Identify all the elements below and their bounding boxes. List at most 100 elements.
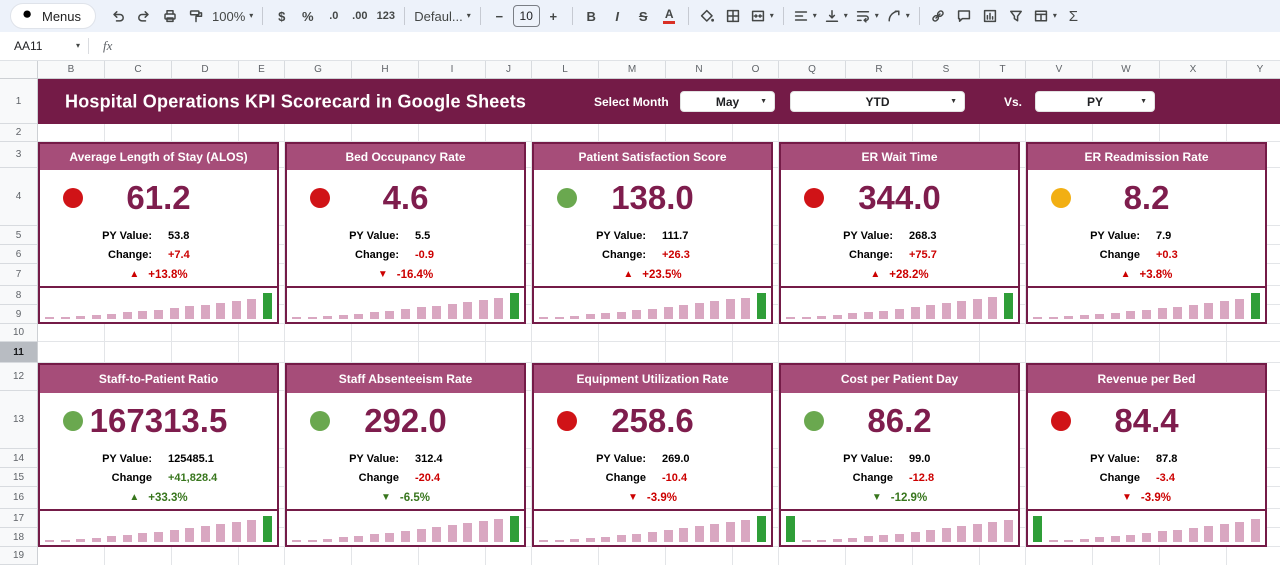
row-header-13[interactable]: 13 <box>0 391 37 449</box>
italic-button[interactable]: I <box>605 4 630 28</box>
text-rotation-button[interactable]: ▾ <box>883 4 913 28</box>
merge-cells-button[interactable]: ▾ <box>747 4 777 28</box>
period-dropdown[interactable]: YTD ▼ <box>790 91 965 112</box>
py-value-line: PY Value: 5.5 <box>287 226 524 245</box>
decrease-decimal-button[interactable]: .0 <box>321 4 346 28</box>
print-button[interactable] <box>157 4 182 28</box>
column-header-B[interactable]: B <box>38 61 105 78</box>
spark-bar <box>756 516 766 542</box>
increase-decimal-button[interactable]: .00 <box>347 4 372 28</box>
row-header-7[interactable]: 7 <box>0 264 37 286</box>
row-header-18[interactable]: 18 <box>0 528 37 547</box>
more-formats-button[interactable]: 123 <box>373 4 398 28</box>
font-select[interactable]: Defaul... ▾ <box>411 4 473 28</box>
menus-search-button[interactable]: Menus <box>10 3 97 29</box>
column-header-S[interactable]: S <box>913 61 980 78</box>
row-header-16[interactable]: 16 <box>0 487 37 509</box>
insert-chart-button[interactable] <box>978 4 1003 28</box>
row-header-17[interactable]: 17 <box>0 509 37 528</box>
redo-button[interactable] <box>131 4 156 28</box>
column-header-N[interactable]: N <box>666 61 733 78</box>
row-header-2[interactable]: 2 <box>0 124 37 142</box>
spark-bar <box>76 316 86 319</box>
horizontal-align-button[interactable]: ▾ <box>790 4 820 28</box>
compare-dropdown[interactable]: PY ▼ <box>1035 91 1155 112</box>
spark-bar <box>338 537 348 542</box>
increase-font-size-button[interactable]: + <box>541 4 566 28</box>
spark-bar <box>307 540 317 542</box>
gridline <box>284 79 285 565</box>
column-header-C[interactable]: C <box>105 61 172 78</box>
chevron-down-icon: ▼ <box>760 98 767 105</box>
column-header-G[interactable]: G <box>285 61 352 78</box>
column-header-H[interactable]: H <box>352 61 419 78</box>
spark-bar <box>216 524 226 542</box>
zoom-select[interactable]: 100% ▾ <box>209 4 256 28</box>
bold-button[interactable]: B <box>579 4 604 28</box>
row-header-3[interactable]: 3 <box>0 142 37 168</box>
format-currency-button[interactable]: $ <box>269 4 294 28</box>
row-header-15[interactable]: 15 <box>0 468 37 487</box>
column-header-O[interactable]: O <box>733 61 779 78</box>
row-header-8[interactable]: 8 <box>0 286 37 305</box>
formula-input[interactable] <box>124 32 1280 60</box>
trend-line: ▲ +28.2% <box>781 264 1018 286</box>
spark-bar <box>1173 530 1183 542</box>
column-header-D[interactable]: D <box>172 61 239 78</box>
column-header-L[interactable]: L <box>532 61 599 78</box>
undo-button[interactable] <box>105 4 130 28</box>
spark-bar <box>247 520 257 542</box>
column-header-E[interactable]: E <box>239 61 285 78</box>
format-percent-button[interactable]: % <box>295 4 320 28</box>
row-header-11[interactable]: 11 <box>0 342 37 363</box>
month-dropdown[interactable]: May ▼ <box>680 91 775 112</box>
status-indicator <box>310 411 330 431</box>
row-header-19[interactable]: 19 <box>0 547 37 565</box>
gridline <box>1025 79 1026 565</box>
spark-bar <box>1126 535 1136 542</box>
decrease-font-size-button[interactable]: − <box>487 4 512 28</box>
change-line: Change: +7.4 <box>40 245 277 264</box>
filter-views-button[interactable]: ▾ <box>1030 4 1060 28</box>
row-header-6[interactable]: 6 <box>0 245 37 264</box>
row-header-1[interactable]: 1 <box>0 79 37 124</box>
grid-area: Hospital Operations KPI Scorecard in Goo… <box>38 79 1280 565</box>
row-header-14[interactable]: 14 <box>0 449 37 468</box>
column-header-V[interactable]: V <box>1026 61 1093 78</box>
row-header-12[interactable]: 12 <box>0 363 37 391</box>
row-header-10[interactable]: 10 <box>0 324 37 342</box>
spark-bar <box>231 522 241 542</box>
column-header-Q[interactable]: Q <box>779 61 846 78</box>
fill-color-button[interactable] <box>695 4 720 28</box>
column-header-J[interactable]: J <box>486 61 532 78</box>
column-header-R[interactable]: R <box>846 61 913 78</box>
row-header-9[interactable]: 9 <box>0 305 37 324</box>
vertical-align-button[interactable]: ▾ <box>821 4 851 28</box>
functions-button[interactable]: Σ <box>1061 4 1086 28</box>
strikethrough-button[interactable]: S <box>631 4 656 28</box>
name-box[interactable]: AA11 ▾ <box>0 32 88 60</box>
spark-bar <box>338 315 348 319</box>
row-header-5[interactable]: 5 <box>0 226 37 245</box>
row-header-4[interactable]: 4 <box>0 168 37 226</box>
column-header-M[interactable]: M <box>599 61 666 78</box>
create-filter-button[interactable] <box>1004 4 1029 28</box>
kpi-card-equipment-utilization: Equipment Utilization Rate 258.6 PY Valu… <box>532 363 773 547</box>
text-color-button[interactable]: A <box>657 4 682 28</box>
column-header-X[interactable]: X <box>1160 61 1227 78</box>
paint-format-button[interactable] <box>183 4 208 28</box>
borders-button[interactable] <box>721 4 746 28</box>
column-header-T[interactable]: T <box>980 61 1026 78</box>
insert-comment-button[interactable] <box>952 4 977 28</box>
text-wrap-button[interactable]: ▾ <box>852 4 882 28</box>
insert-link-button[interactable] <box>926 4 951 28</box>
font-size-input[interactable]: 10 <box>512 5 540 27</box>
spark-bar <box>1235 522 1245 542</box>
column-header-W[interactable]: W <box>1093 61 1160 78</box>
spark-bar <box>801 317 811 319</box>
column-header-I[interactable]: I <box>419 61 486 78</box>
select-all-corner[interactable] <box>0 61 38 79</box>
column-header-Y[interactable]: Y <box>1227 61 1280 78</box>
spark-bar <box>741 520 751 542</box>
trend-line: ▲ +23.5% <box>534 264 771 286</box>
